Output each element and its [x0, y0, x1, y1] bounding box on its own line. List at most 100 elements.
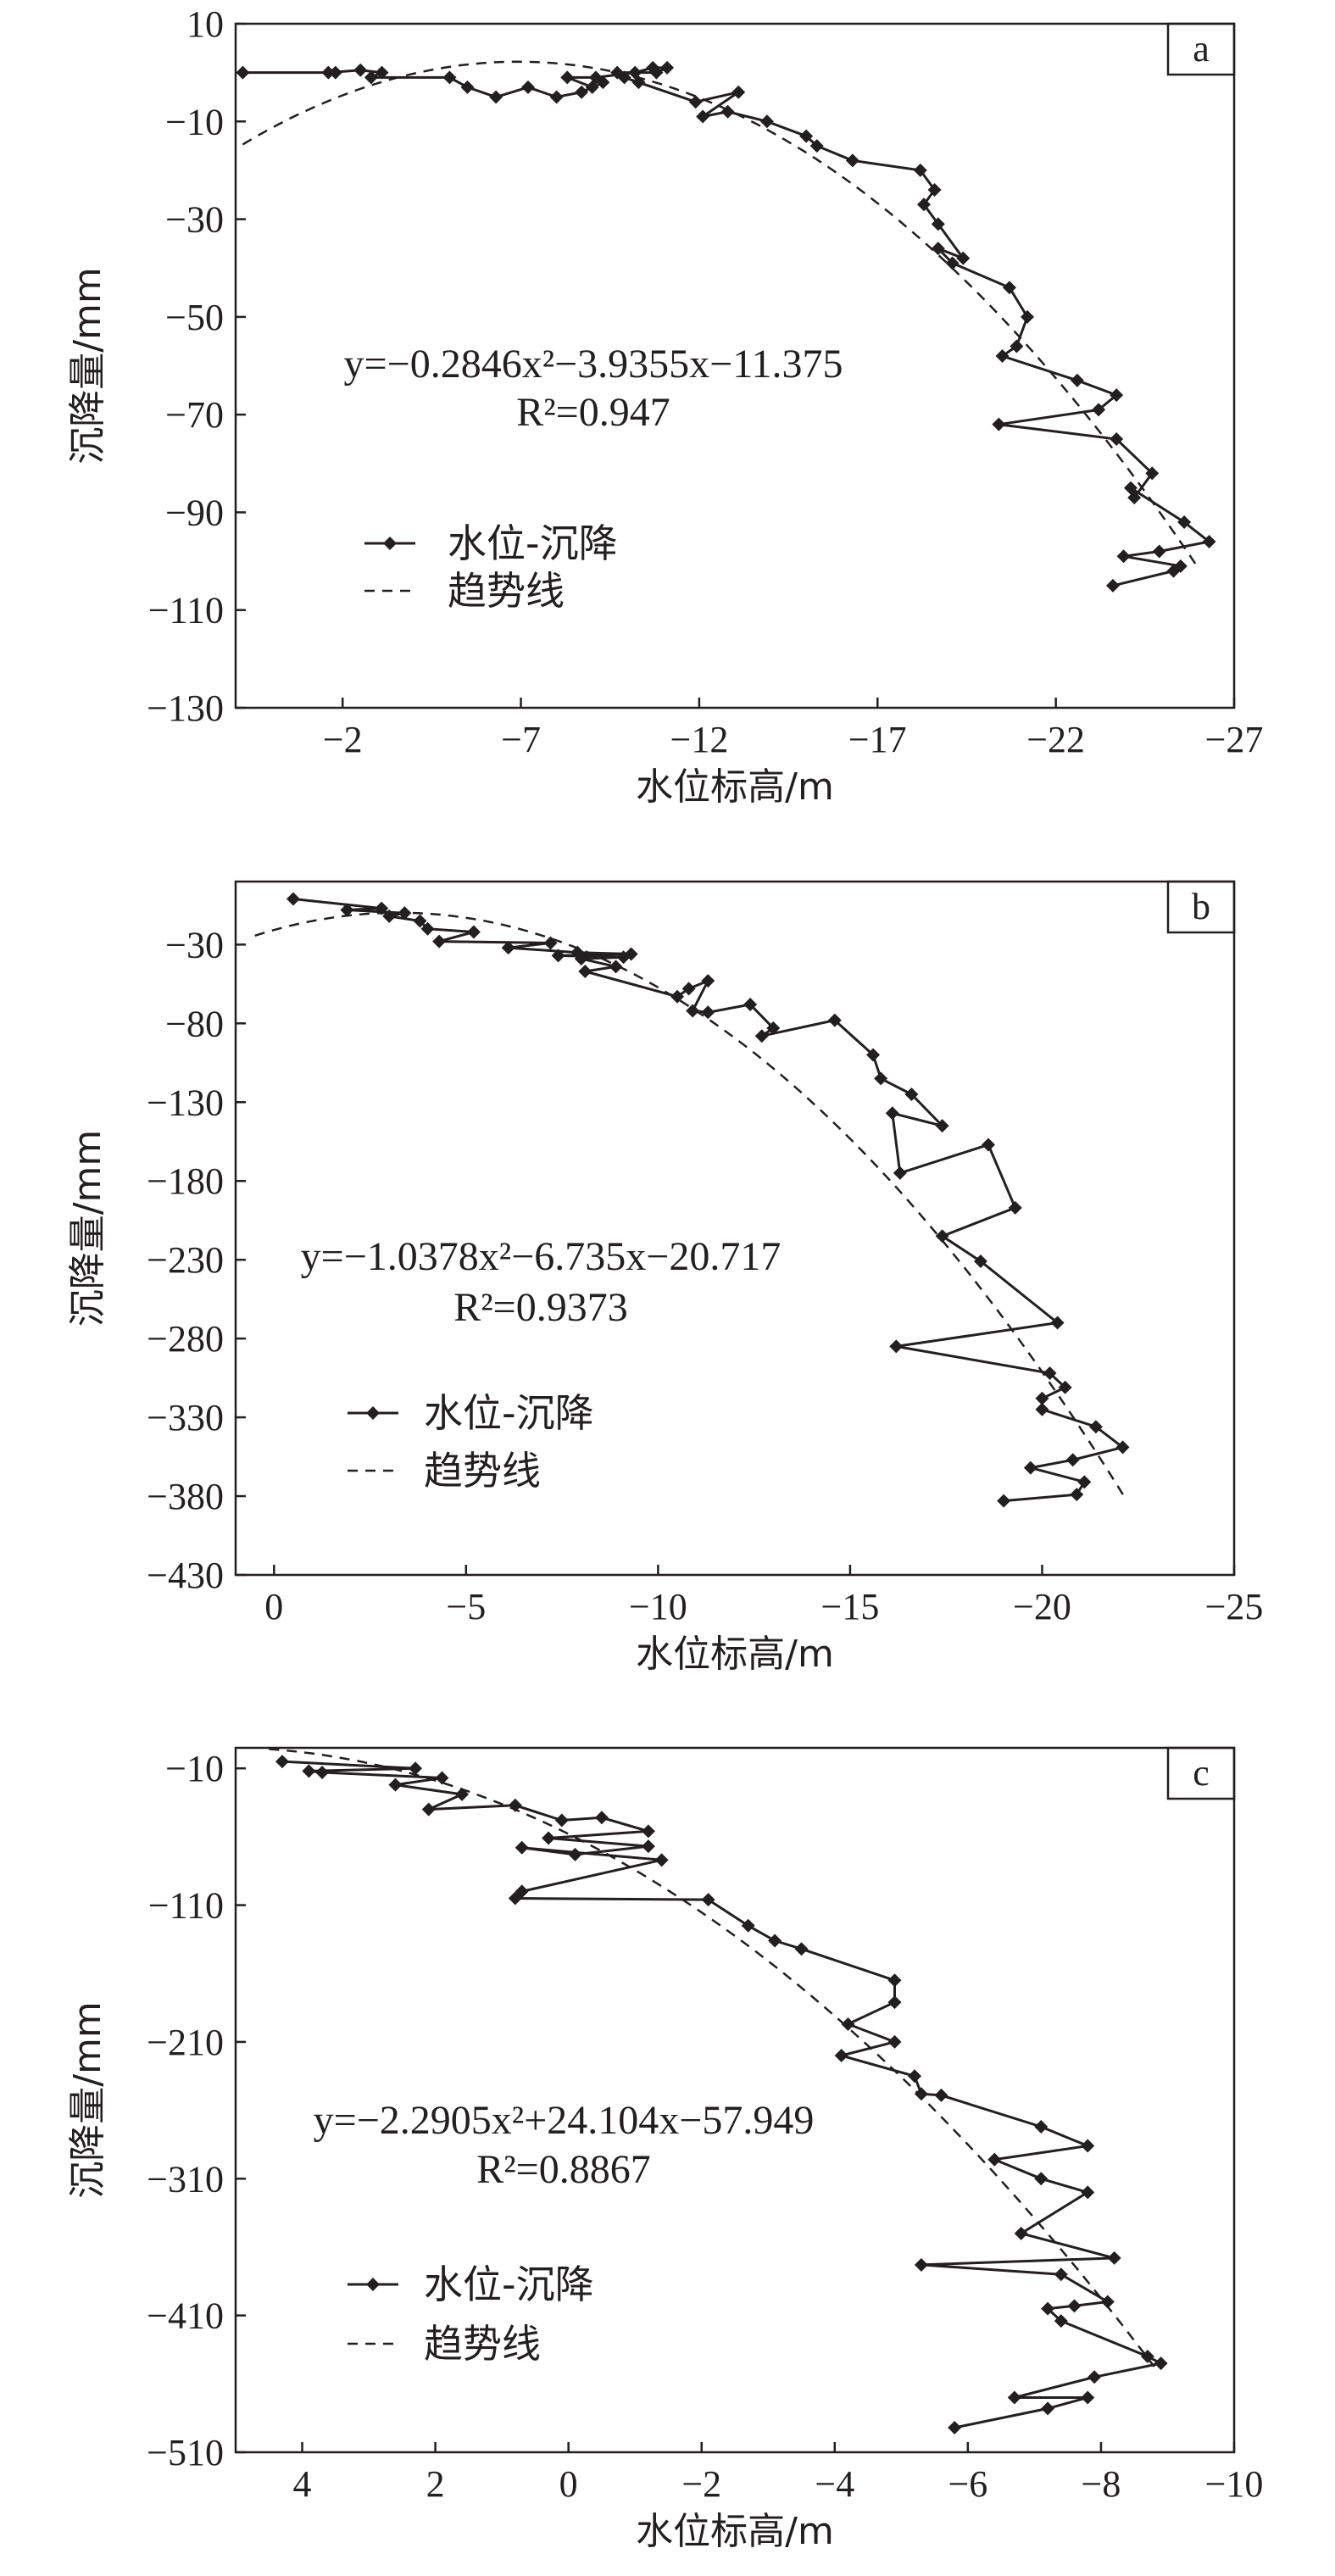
data-point [768, 1933, 782, 1948]
data-point [421, 1802, 436, 1817]
x-tick-label: 0 [264, 1586, 283, 1627]
data-point [935, 1119, 949, 1133]
panel-label: b [1192, 886, 1210, 927]
data-point [1081, 2139, 1095, 2153]
data-point [845, 153, 859, 168]
legend-series-label: 水位-沉降 [424, 2262, 594, 2307]
y-tick-label: −50 [165, 297, 224, 338]
x-tick-label: −22 [1026, 719, 1085, 760]
r-squared: R²=0.8867 [476, 2147, 650, 2192]
data-point [681, 982, 696, 996]
x-tick-label: 4 [293, 2463, 312, 2505]
data-point [520, 80, 535, 94]
legend-series-marker [383, 537, 397, 550]
data-point [641, 1824, 655, 1839]
data-point [973, 1255, 987, 1269]
data-point [466, 925, 481, 939]
y-axis-title: 沉降量/mm [66, 1130, 109, 1327]
y-axis-title: 沉降量/mm [66, 267, 109, 465]
data-point [701, 1893, 715, 1907]
data-point [887, 1973, 902, 1988]
data-point [1110, 431, 1124, 446]
data-point [398, 906, 412, 921]
series-line [242, 66, 1213, 587]
data-point [927, 182, 942, 197]
y-tick-label: −230 [147, 1239, 224, 1281]
y-tick-label: −70 [165, 394, 224, 436]
data-point [1034, 2119, 1049, 2134]
data-point [1023, 1460, 1037, 1475]
fit-equation: y=−2.2905x²+24.104x−57.949 [314, 2098, 815, 2143]
data-point [413, 914, 427, 928]
data-point [375, 65, 389, 80]
data-point [1100, 2295, 1115, 2309]
data-point [460, 80, 475, 94]
data-point [388, 1778, 403, 1792]
data-point [887, 1995, 902, 2010]
data-point [670, 989, 685, 1004]
y-tick-label: −330 [147, 1397, 224, 1438]
legend-series-label: 水位-沉降 [424, 1390, 594, 1436]
data-point [866, 1048, 881, 1062]
data-point [1035, 1402, 1049, 1416]
data-point [455, 1787, 470, 1801]
y-tick-label: −30 [165, 924, 224, 965]
x-axis-title: 水位标高/m [636, 765, 834, 809]
data-point [931, 242, 945, 256]
x-tick-label: −27 [1205, 719, 1264, 760]
data-point [375, 901, 389, 915]
data-point [908, 2069, 922, 2084]
data-point [1166, 564, 1181, 578]
x-tick-label: −10 [629, 1586, 687, 1627]
data-point [794, 1942, 809, 1956]
y-tick-label: −110 [148, 590, 224, 631]
data-point [904, 1087, 919, 1101]
x-tick-label: −12 [670, 719, 729, 760]
data-point [568, 1847, 582, 1861]
y-tick-label: −90 [165, 492, 224, 533]
data-point [809, 139, 824, 153]
data-point [588, 70, 603, 85]
data-point [1054, 2267, 1068, 2282]
data-point [914, 2257, 928, 2272]
data-point [302, 1764, 316, 1778]
r-squared: R²=0.947 [516, 390, 670, 435]
data-point [1115, 1440, 1130, 1455]
data-point [696, 109, 710, 124]
legend-series-marker [366, 1406, 380, 1420]
data-point [353, 63, 368, 77]
data-point [731, 85, 746, 99]
data-point [575, 85, 589, 99]
data-point [992, 417, 1006, 431]
data-point [1070, 373, 1084, 387]
data-point [654, 1853, 669, 1867]
x-tick-label: 2 [426, 2463, 445, 2505]
data-point [649, 65, 664, 80]
data-point [442, 70, 457, 85]
y-tick-label: −310 [147, 2158, 224, 2200]
data-point [1087, 2370, 1102, 2384]
chart-panel-c: −10 −110 −210 −310 −410 −510 4 2 0 −2 −4 −6 −8 −10 水位标… [66, 1746, 1263, 2553]
data-point [1110, 388, 1124, 403]
x-tick-label: −25 [1205, 1586, 1264, 1627]
y-tick-label: −10 [165, 1748, 224, 1789]
data-point [1107, 2251, 1121, 2265]
x-tick-label: −15 [821, 1586, 880, 1627]
data-point [1041, 2401, 1055, 2416]
panel-label-box [1166, 1746, 1236, 1800]
data-point [1081, 2390, 1095, 2405]
data-point [987, 2152, 1002, 2167]
data-point [1002, 281, 1016, 295]
data-point [321, 65, 336, 80]
y-tick-label: −130 [147, 1082, 224, 1123]
data-point [885, 1106, 899, 1121]
data-point [275, 1755, 289, 1769]
data-point [688, 95, 703, 109]
plot-frame [234, 880, 1236, 1577]
data-point [616, 950, 631, 965]
y-tick-label: −30 [165, 199, 224, 241]
data-point [1007, 2390, 1021, 2405]
y-tick-label: −510 [147, 2432, 224, 2473]
